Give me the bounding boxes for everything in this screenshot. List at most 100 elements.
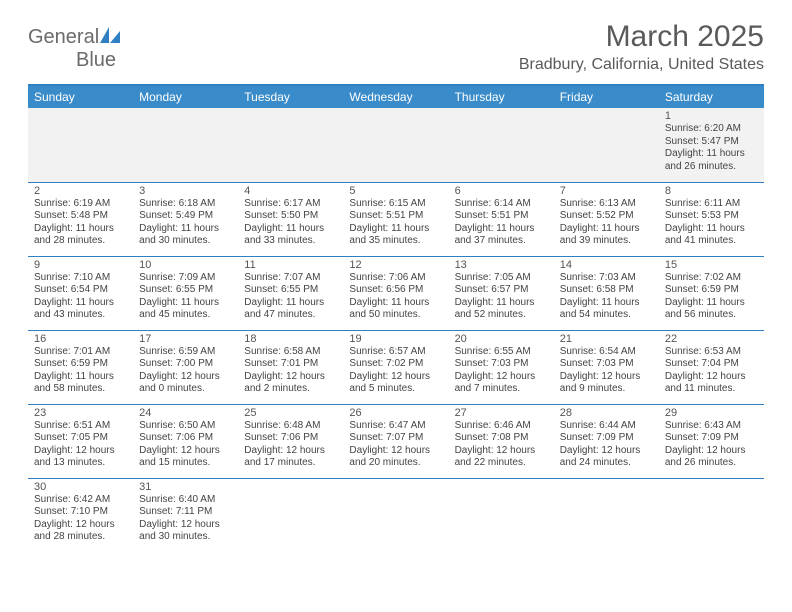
month-title: March 2025: [519, 20, 764, 54]
sunrise-text: Sunrise: 6:53 AM: [665, 346, 758, 359]
daylight-text: and 5 minutes.: [349, 383, 442, 396]
sunrise-text: Sunrise: 7:10 AM: [34, 272, 127, 285]
daylight-text: and 7 minutes.: [455, 383, 548, 396]
day-number: 3: [139, 185, 232, 197]
generalblue-logo: General Blue: [28, 26, 124, 72]
sunrise-text: Sunrise: 6:42 AM: [34, 494, 127, 507]
day-cell: 11Sunrise: 7:07 AMSunset: 6:55 PMDayligh…: [238, 256, 343, 330]
sunset-text: Sunset: 6:55 PM: [244, 284, 337, 297]
day-number: 23: [34, 407, 127, 419]
sunrise-text: Sunrise: 7:01 AM: [34, 346, 127, 359]
daylight-text: and 24 minutes.: [560, 457, 653, 470]
daylight-text: Daylight: 11 hours: [665, 148, 758, 161]
day-number: 26: [349, 407, 442, 419]
sunset-text: Sunset: 5:49 PM: [139, 210, 232, 223]
sunset-text: Sunset: 7:00 PM: [139, 358, 232, 371]
day-cell: 9Sunrise: 7:10 AMSunset: 6:54 PMDaylight…: [28, 256, 133, 330]
sunset-text: Sunset: 7:08 PM: [455, 432, 548, 445]
empty-cell: [238, 108, 343, 182]
sunrise-text: Sunrise: 6:19 AM: [34, 198, 127, 211]
daylight-text: Daylight: 11 hours: [139, 223, 232, 236]
empty-cell: [238, 478, 343, 552]
daylight-text: and 2 minutes.: [244, 383, 337, 396]
day-number: 5: [349, 185, 442, 197]
day-cell: 25Sunrise: 6:48 AMSunset: 7:06 PMDayligh…: [238, 404, 343, 478]
sail-icon: [100, 27, 122, 48]
day-number: 29: [665, 407, 758, 419]
daylight-text: and 13 minutes.: [34, 457, 127, 470]
empty-cell: [449, 478, 554, 552]
daylight-text: Daylight: 12 hours: [349, 371, 442, 384]
daylight-text: Daylight: 12 hours: [560, 445, 653, 458]
sunset-text: Sunset: 7:11 PM: [139, 506, 232, 519]
sunrise-text: Sunrise: 6:47 AM: [349, 420, 442, 433]
daylight-text: Daylight: 11 hours: [665, 297, 758, 310]
sunrise-text: Sunrise: 6:15 AM: [349, 198, 442, 211]
sunset-text: Sunset: 5:48 PM: [34, 210, 127, 223]
daylight-text: and 17 minutes.: [244, 457, 337, 470]
day-cell: 18Sunrise: 6:58 AMSunset: 7:01 PMDayligh…: [238, 330, 343, 404]
sunset-text: Sunset: 5:50 PM: [244, 210, 337, 223]
daylight-text: and 33 minutes.: [244, 235, 337, 248]
sunset-text: Sunset: 6:58 PM: [560, 284, 653, 297]
day-number: 31: [139, 481, 232, 493]
location-text: Bradbury, California, United States: [519, 56, 764, 74]
sunrise-text: Sunrise: 7:05 AM: [455, 272, 548, 285]
day-cell: 21Sunrise: 6:54 AMSunset: 7:03 PMDayligh…: [554, 330, 659, 404]
empty-cell: [659, 478, 764, 552]
sunrise-text: Sunrise: 6:13 AM: [560, 198, 653, 211]
sunset-text: Sunset: 7:10 PM: [34, 506, 127, 519]
day-cell: 28Sunrise: 6:44 AMSunset: 7:09 PMDayligh…: [554, 404, 659, 478]
day-number: 30: [34, 481, 127, 493]
daylight-text: and 52 minutes.: [455, 309, 548, 322]
sunset-text: Sunset: 7:07 PM: [349, 432, 442, 445]
daylight-text: Daylight: 12 hours: [455, 445, 548, 458]
day-cell: 15Sunrise: 7:02 AMSunset: 6:59 PMDayligh…: [659, 256, 764, 330]
day-number: 24: [139, 407, 232, 419]
sunset-text: Sunset: 6:55 PM: [139, 284, 232, 297]
daylight-text: Daylight: 12 hours: [34, 445, 127, 458]
calendar-head: SundayMondayTuesdayWednesdayThursdayFrid…: [28, 86, 764, 108]
sunset-text: Sunset: 5:47 PM: [665, 136, 758, 149]
daylight-text: Daylight: 12 hours: [139, 519, 232, 532]
daylight-text: Daylight: 12 hours: [665, 371, 758, 384]
sunset-text: Sunset: 7:05 PM: [34, 432, 127, 445]
day-number: 17: [139, 333, 232, 345]
day-number: 9: [34, 259, 127, 271]
day-cell: 20Sunrise: 6:55 AMSunset: 7:03 PMDayligh…: [449, 330, 554, 404]
day-number: 1: [665, 110, 758, 122]
sunrise-text: Sunrise: 6:59 AM: [139, 346, 232, 359]
day-number: 16: [34, 333, 127, 345]
day-cell: 12Sunrise: 7:06 AMSunset: 6:56 PMDayligh…: [343, 256, 448, 330]
day-number: 19: [349, 333, 442, 345]
empty-cell: [554, 108, 659, 182]
day-number: 7: [560, 185, 653, 197]
empty-cell: [554, 478, 659, 552]
day-number: 4: [244, 185, 337, 197]
daylight-text: and 54 minutes.: [560, 309, 653, 322]
sunrise-text: Sunrise: 6:48 AM: [244, 420, 337, 433]
day-header: Tuesday: [238, 86, 343, 108]
daylight-text: and 56 minutes.: [665, 309, 758, 322]
day-header: Saturday: [659, 86, 764, 108]
day-number: 6: [455, 185, 548, 197]
day-cell: 2Sunrise: 6:19 AMSunset: 5:48 PMDaylight…: [28, 182, 133, 256]
daylight-text: Daylight: 11 hours: [455, 297, 548, 310]
day-cell: 22Sunrise: 6:53 AMSunset: 7:04 PMDayligh…: [659, 330, 764, 404]
sunrise-text: Sunrise: 6:11 AM: [665, 198, 758, 211]
daylight-text: Daylight: 11 hours: [349, 297, 442, 310]
week-row: 30Sunrise: 6:42 AMSunset: 7:10 PM Dayligh…: [28, 478, 764, 552]
day-header: Sunday: [28, 86, 133, 108]
daylight-text: Daylight: 11 hours: [349, 223, 442, 236]
sunset-text: Sunset: 7:04 PM: [665, 358, 758, 371]
sunrise-text: Sunrise: 6:14 AM: [455, 198, 548, 211]
day-number: 27: [455, 407, 548, 419]
sunset-text: Sunset: 6:54 PM: [34, 284, 127, 297]
title-block: March 2025 Bradbury, California, United …: [519, 20, 764, 74]
week-row: 16Sunrise: 7:01 AMSunset: 6:59 PMDayligh…: [28, 330, 764, 404]
daylight-text: and 11 minutes.: [665, 383, 758, 396]
daylight-text: Daylight: 11 hours: [244, 223, 337, 236]
day-cell: 27Sunrise: 6:46 AMSunset: 7:08 PMDayligh…: [449, 404, 554, 478]
sunrise-text: Sunrise: 6:18 AM: [139, 198, 232, 211]
daylight-text: Daylight: 11 hours: [34, 223, 127, 236]
